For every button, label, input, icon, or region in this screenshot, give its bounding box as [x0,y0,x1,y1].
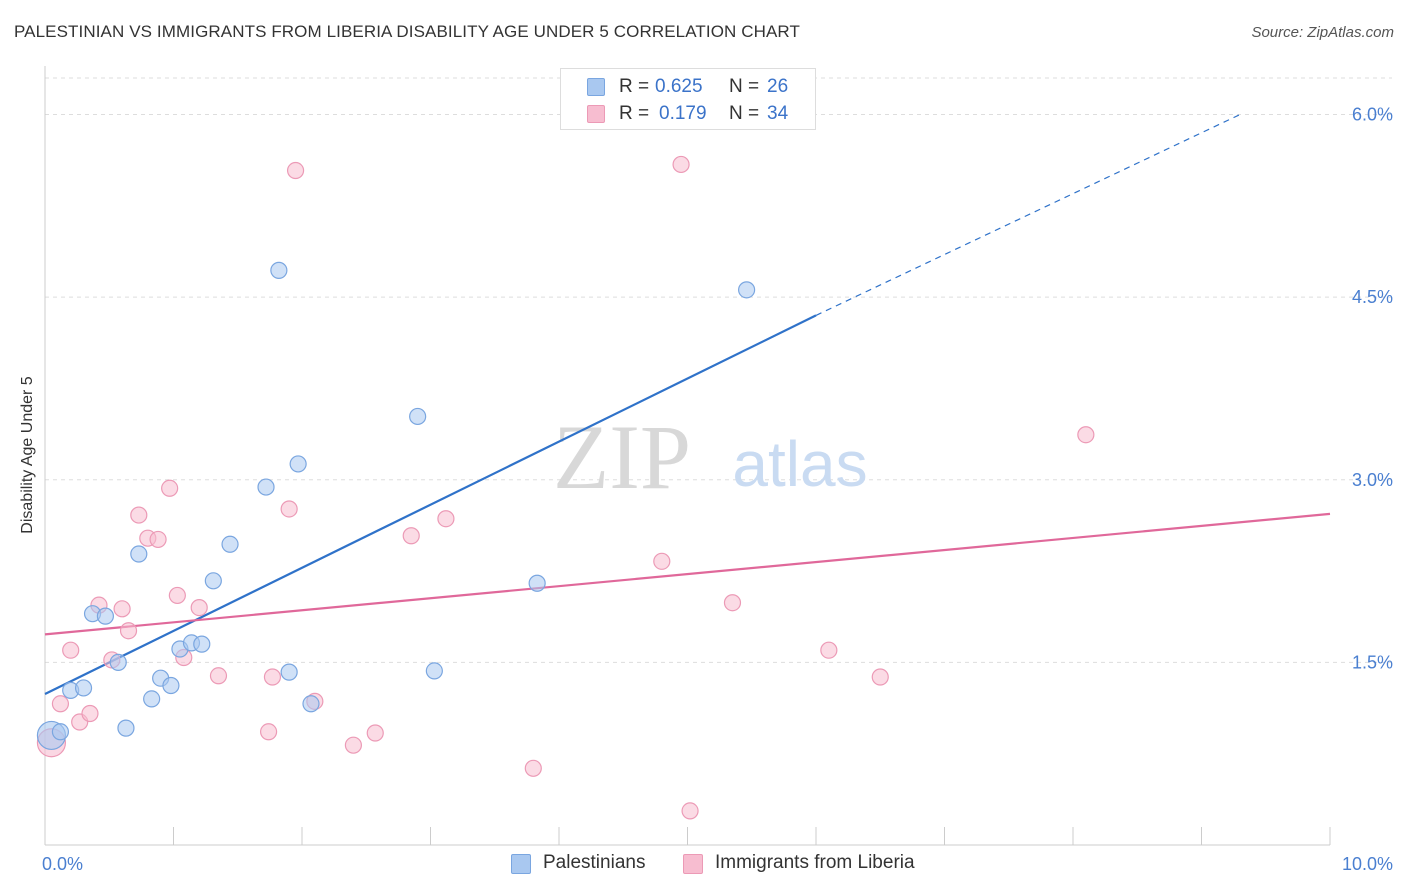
legend-swatch-pink [683,854,703,874]
palestinians-point [280,663,298,681]
liberia-trend-line [44,512,1331,636]
palestinians-point [738,281,756,299]
palestinians-point [74,679,93,697]
watermark-atlas: atlas [732,428,867,500]
liberia-point [524,759,542,777]
palestinians-point [425,662,443,680]
y-tick-label: 1.5% [1352,652,1393,672]
legend-n-label: N = [729,76,760,97]
liberia-point [653,552,671,570]
palestinians-point [289,455,307,473]
liberia-point [871,668,889,686]
liberia-point [672,155,690,174]
liberia-point [263,668,282,686]
legend-row-liberia: R = 0.179 N = 34 [561,101,817,127]
liberia-point [81,704,99,723]
palestinians-point [51,723,70,741]
liberia-point [681,802,699,820]
legend-label: Immigrants from Liberia [715,852,915,873]
liberia-point [149,530,167,549]
liberia-point [344,736,362,754]
data-points [36,155,1095,820]
palestinians-point [302,695,320,713]
legend-n-value: 34 [767,103,789,124]
series-legend: Palestinians Immigrants from Liberia [0,850,1406,880]
liberia-point [119,622,138,640]
palestinians-point [204,572,222,590]
palestinians-point [162,676,180,695]
legend-row-palestinians: R = 0.625 N = 26 [561,74,817,100]
y-tick-label: 4.5% [1352,287,1393,307]
liberia-point [820,641,838,659]
liberia-point [130,506,148,524]
palestinians-point [143,690,161,708]
legend-r-value: 0.179 [659,103,707,124]
chart-title: PALESTINIAN VS IMMIGRANTS FROM LIBERIA D… [14,22,800,41]
watermark: ZIP atlas [553,406,868,508]
correlation-legend: R = 0.625 N = 26 R = 0.179 N = 34 [560,68,816,130]
liberia-point [402,527,420,545]
legend-swatch-blue [511,854,531,874]
liberia-point [280,500,298,518]
liberia-point [168,586,186,605]
palestinians-point [117,719,135,737]
liberia-point [723,594,742,612]
palestinians-trend-extension [815,113,1241,316]
liberia-point [437,510,455,528]
liberia-point [366,724,384,742]
palestinians-point [109,653,127,671]
legend-n-label: N = [729,103,760,124]
liberia-point [161,479,179,497]
watermark-zip: ZIP [553,406,691,508]
palestinians-point [130,545,148,563]
legend-label: Palestinians [543,852,646,873]
x-tick-label: 10.0% [1342,854,1393,874]
trend-lines [44,113,1331,696]
liberia-point [259,723,278,741]
liberia-point [51,695,70,713]
liberia-point [190,598,208,617]
legend-n-value: 26 [767,76,789,97]
palestinians-point [96,607,114,625]
x-tick-label: 0.0% [42,854,83,874]
liberia-point [286,161,305,180]
y-tick-label: 3.0% [1352,470,1393,490]
palestinians-point [257,478,275,496]
grid-lines [45,77,1392,663]
source-label: Source: ZipAtlas.com [1251,24,1394,41]
liberia-point [209,667,228,685]
legend-swatch-blue [587,78,605,96]
palestinians-point [409,407,427,426]
legend-swatch-pink [587,105,605,123]
y-tick-label: 6.0% [1352,105,1393,125]
axes [44,66,1331,846]
palestinians-point [193,635,211,653]
tick-labels: 1.5% 3.0% 4.5% 6.0% 0.0% 10.0% [42,105,1393,874]
palestinians-point [270,261,288,279]
liberia-point [113,600,131,618]
liberia-point [1077,426,1095,444]
liberia-point [62,641,80,659]
legend-r-label: R = [619,76,650,97]
palestinians-point [221,535,239,553]
legend-r-value: 0.625 [655,76,703,97]
legend-r-label: R = [619,103,650,124]
palestinians-point [528,574,546,592]
palestinians-trend-line [44,314,817,696]
